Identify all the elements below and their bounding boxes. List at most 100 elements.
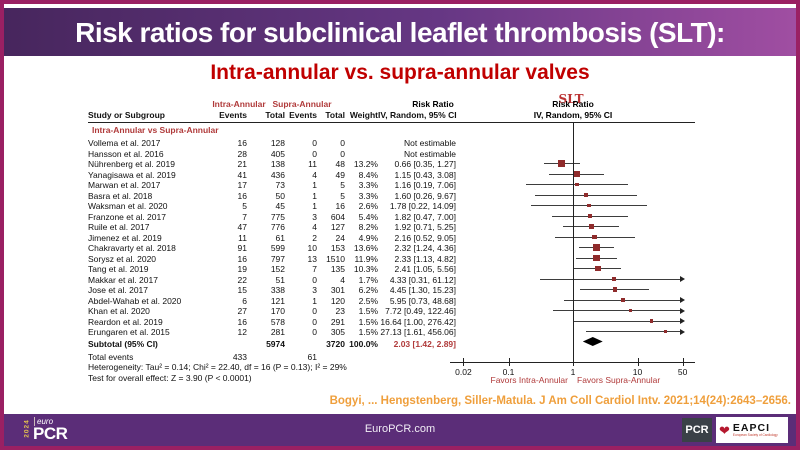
ci-line	[563, 226, 620, 227]
table-row: Subtotal (95% CI) 5974 3720 100.0% 2.03 [1.4…	[88, 339, 456, 349]
cell-events-supra: 11	[308, 159, 317, 169]
plot-null-line	[573, 122, 574, 362]
ci-line	[576, 257, 618, 259]
cell-total-intra: 281	[270, 327, 285, 337]
cell-total-intra: 797	[270, 253, 285, 264]
pcr-logo: PCR	[682, 418, 712, 442]
slide-subtitle: Intra-annular vs. supra-annular valves	[210, 61, 590, 84]
ci-line	[530, 205, 648, 206]
ci-line	[540, 278, 681, 280]
cell-total-intra: 578	[270, 316, 285, 327]
footer-site-link[interactable]: EuroPCR.com	[364, 423, 436, 435]
cell-events-supra: 1	[312, 190, 317, 201]
footer-bar: 2024 euro PCR EuroPCR.com PCR ❤ EAPCI Eu…	[4, 414, 796, 446]
effect-marker	[593, 244, 601, 251]
cell-total-intra: 45	[275, 201, 285, 211]
cell-study: Tang et al. 2019	[88, 264, 149, 274]
cell-events-supra: 0	[312, 274, 317, 285]
cell-events-supra: 13	[307, 253, 317, 264]
cell-risk-ratio: Not estimable	[404, 148, 456, 159]
col-ci: IV, Random, 95% CI	[378, 110, 457, 120]
cell-events-supra: 10	[307, 243, 317, 253]
cell-events-intra: 28	[237, 148, 247, 159]
cell-events-supra: 4	[312, 222, 317, 232]
cell-weight	[345, 138, 378, 148]
heterogeneity-line: Heterogeneity: Tau² = 0.14; Chi² = 22.40…	[88, 361, 347, 372]
cell-total-supra: 1510	[326, 253, 345, 264]
effect-marker	[575, 182, 579, 187]
axis-tick	[573, 358, 574, 366]
ci-line	[543, 163, 580, 164]
cell-study: Vollema et al. 2017	[88, 138, 161, 148]
cell-risk-ratio: 2.41 [1.05, 5.56]	[394, 264, 456, 274]
table-row: Jimenez et al. 2019 11 61 2 24 4.9% 2.16 [0.52…	[88, 233, 456, 243]
cell-events-intra: 16	[237, 138, 247, 148]
cell-events-supra: 0	[312, 306, 317, 316]
axis-tick	[637, 358, 639, 366]
cell-weight: 8.2%	[358, 222, 378, 232]
cell-events-supra: 0	[312, 148, 317, 159]
cell-events-intra: 41	[237, 169, 247, 180]
cell-total-supra: 291	[330, 316, 345, 327]
cell-risk-ratio: 2.33 [1.13, 4.82]	[394, 253, 456, 264]
plot-x-axis	[450, 362, 695, 363]
table-row: Sorysz et al. 2020 16 797 13 1510 11.9% 2.33 […	[88, 254, 456, 264]
cell-total-supra: 301	[330, 285, 345, 295]
cell-risk-ratio: 2.03 [1.42, 2.89]	[393, 339, 456, 349]
header-risk-ratio-left: Risk Ratio	[412, 99, 454, 109]
cell-total-intra: 152	[270, 264, 285, 274]
cell-total-supra: 120	[330, 295, 345, 306]
cell-total-supra: 0	[340, 138, 345, 148]
subgroup-label: Intra-Annular vs Supra-Annular	[92, 124, 219, 135]
effect-marker	[557, 160, 565, 167]
cell-risk-ratio: 1.82 [0.47, 7.00]	[394, 211, 456, 222]
cell-weight: 5.4%	[358, 211, 378, 222]
cell-events-supra: 3	[312, 211, 317, 222]
cell-total-supra: 4	[340, 274, 345, 285]
table-row: Nührenberg et al. 2019 21 138 11 48 13.2% 0.66…	[88, 159, 456, 169]
cell-events-supra: 2	[312, 232, 317, 243]
total-events-row: Total events 433 61	[88, 352, 317, 362]
cell-risk-ratio: 27.13 [1.61, 456.06]	[380, 327, 456, 337]
cell-total-intra: 128	[270, 138, 285, 148]
cell-total-supra: 16	[335, 201, 345, 211]
cell-weight: 6.2%	[358, 285, 378, 295]
cell-risk-ratio: 4.45 [1.30, 15.23]	[389, 285, 456, 295]
table-row: Basra et al. 2018 16 50 1 5 3.3% 1.60 [0.26, 9…	[88, 191, 456, 201]
eapci-tagline: European Society of Cardiology	[732, 433, 778, 438]
effect-marker	[628, 308, 632, 313]
cell-total-intra: 170	[270, 306, 285, 316]
page-title: Risk ratios for subclinical leaflet thro…	[4, 8, 796, 56]
cell-events-supra: 1	[312, 180, 317, 190]
ci-line	[535, 194, 637, 196]
cell-weight: 13.6%	[353, 243, 378, 253]
cell-events-supra: 1	[312, 295, 317, 306]
cell-weight: 3.3%	[358, 180, 378, 190]
cell-events-intra: 6	[242, 295, 247, 306]
header-rule	[88, 121, 695, 123]
cell-total-supra: 0	[340, 148, 345, 159]
cell-study: Reardon et al. 2019	[88, 316, 163, 327]
cell-risk-ratio: 1.78 [0.22, 14.09]	[389, 201, 456, 211]
cell-risk-ratio: 5.95 [0.73, 48.68]	[389, 295, 456, 306]
cell-weight: 8.4%	[358, 169, 378, 180]
cell-weight: 11.9%	[354, 253, 378, 264]
ci-line	[554, 236, 635, 238]
effect-marker	[612, 277, 616, 281]
effect-marker	[594, 265, 601, 272]
cell-total-supra: 127	[330, 222, 345, 232]
cell-study: Abdel-Wahab et al. 2020	[88, 295, 182, 306]
effect-marker	[587, 213, 592, 219]
cell-total-intra: 776	[270, 222, 285, 232]
cell-weight: 13.2%	[353, 159, 378, 169]
cell-total-supra: 5	[340, 190, 345, 201]
europcr-logo-euro: euro	[34, 417, 53, 426]
table-row: Jose et al. 2017 15 338 3 301 6.2% 4.45 [1.30,…	[88, 285, 456, 295]
table-row: Abdel-Wahab et al. 2020 6 121 1 120 2.5% 5.95 …	[88, 296, 456, 306]
cell-events-intra: 17	[237, 180, 247, 190]
cell-study: Hansson et al. 2016	[88, 148, 164, 159]
ci-arrow-right	[680, 276, 685, 282]
cell-total-supra: 604	[330, 211, 345, 222]
ci-line	[551, 215, 628, 217]
cell-total-intra: 775	[270, 211, 285, 222]
